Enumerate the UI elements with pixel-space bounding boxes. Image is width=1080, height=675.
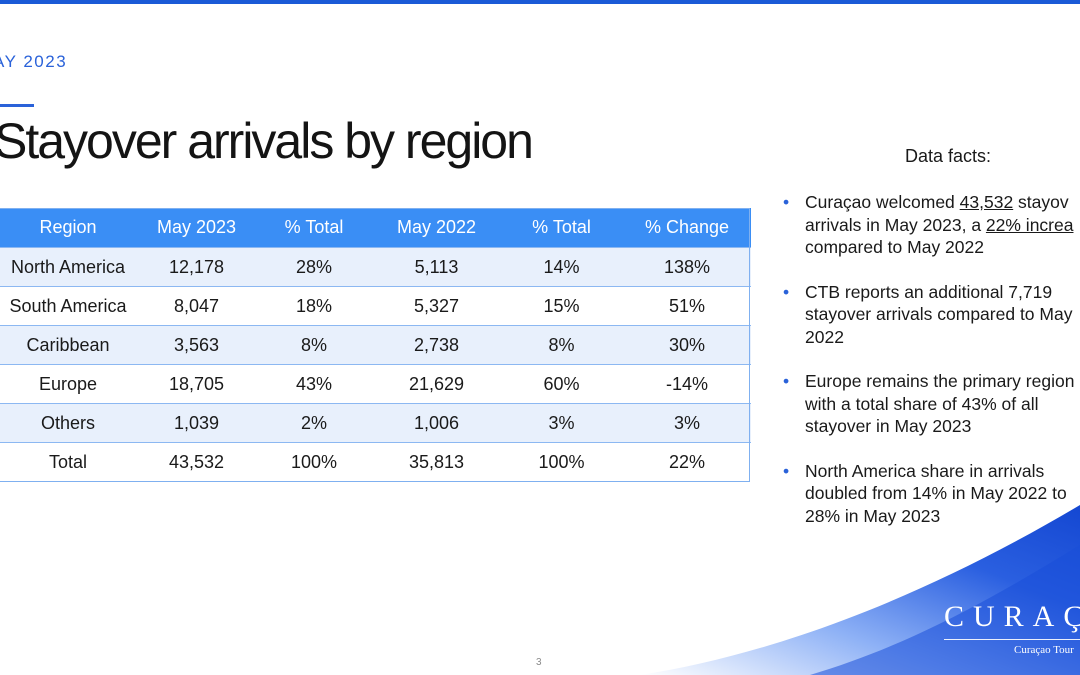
table-cell: 3% (500, 403, 623, 443)
table-cell: 8% (500, 325, 623, 365)
column-header: % Total (500, 208, 623, 248)
table-cell: 51% (623, 286, 751, 326)
table-row: South America 8,047 18% 5,327 15% 51% (0, 286, 751, 326)
fact-text: stayov (1013, 192, 1069, 212)
table-header-row: Region May 2023 % Total May 2022 % Total… (0, 208, 751, 248)
total-cell: 100% (255, 442, 373, 481)
fact-line: stayover arrivals compared to May (805, 304, 1073, 324)
table-cell: 5,113 (373, 247, 500, 287)
top-accent-bar (0, 0, 1080, 4)
corner-swoosh-graphic (640, 505, 1080, 675)
fact-text: arrivals in May 2023, a (805, 214, 986, 235)
fact-line: stayover in May 2023 (805, 416, 972, 436)
table-cell: 18,705 (138, 364, 255, 404)
table-cell: 14% (500, 247, 623, 287)
brand-logo-subtext: Curaçao Tour (1014, 644, 1074, 656)
fact-line: Curaçao welcomed 43,532 stayov (805, 191, 1080, 214)
page-number: 3 (536, 657, 542, 668)
fact-highlight: 22% increa (985, 214, 1074, 235)
fact-line: North America share in arrivals (805, 460, 1045, 481)
table-cell: 8,047 (138, 286, 255, 326)
bullet-icon: • (783, 281, 790, 302)
date-label: AY 2023 (0, 52, 68, 71)
table-cell: 18% (255, 286, 373, 326)
column-header: % Change (623, 208, 751, 248)
fact-text: Curaçao welcomed (805, 192, 960, 212)
facts-list: • Curaçao welcomed 43,532 stayov arrival… (780, 191, 1080, 549)
bullet-icon: • (783, 371, 790, 391)
region-cell: South America (0, 286, 138, 326)
total-label-cell: Total (0, 442, 138, 481)
table-cell: 1,006 (373, 403, 500, 443)
region-cell: Caribbean (0, 325, 138, 365)
table-row: North America 12,178 28% 5,113 14% 138% (0, 247, 751, 287)
table-cell: 5,327 (373, 286, 500, 326)
table-cell: 43% (255, 364, 373, 404)
table-cell: 30% (623, 325, 751, 365)
total-cell: 22% (623, 442, 751, 481)
total-cell: 35,813 (373, 442, 500, 481)
total-cell: 100% (500, 442, 623, 481)
table-cell: 2% (255, 403, 373, 443)
fact-line: Europe remains the primary region (805, 371, 1075, 391)
region-cell: North America (0, 247, 138, 287)
arrivals-table: Region May 2023 % Total May 2022 % Total… (0, 208, 751, 481)
fact-item: • CTB reports an additional 7,719 stayov… (780, 281, 1080, 349)
table-cell: 2,738 (373, 325, 500, 365)
column-header: % Total (255, 208, 373, 248)
page-title: Stayover arrivals by region (0, 113, 534, 169)
table-cell: 60% (500, 364, 623, 404)
table-cell: 8% (255, 325, 373, 365)
fact-line: CTB reports an additional 7,719 (805, 281, 1053, 302)
fact-line: 2022 (805, 326, 844, 347)
table-row: Europe 18,705 43% 21,629 60% -14% (0, 364, 751, 404)
fact-line: compared to May 2022 (805, 237, 984, 257)
total-cell: 43,532 (138, 442, 255, 481)
fact-highlight: 43,532 (959, 192, 1014, 212)
table-cell: 28% (255, 247, 373, 287)
bullet-icon: • (783, 460, 790, 481)
fact-line: with a total share of 43% of all (805, 393, 1039, 414)
table-cell: 1,039 (138, 403, 255, 443)
table-row: Others 1,039 2% 1,006 3% 3% (0, 403, 751, 443)
region-cell: Others (0, 403, 138, 443)
table-cell: 12,178 (138, 247, 255, 287)
fact-item: • Europe remains the primary region with… (780, 370, 1080, 438)
bullet-icon: • (783, 192, 790, 212)
column-header: May 2023 (138, 208, 255, 248)
brand-logo: CURAÇA (944, 600, 1080, 633)
column-header: May 2022 (373, 208, 500, 248)
logo-divider (944, 639, 1080, 640)
total-row: Total 43,532 100% 35,813 100% 22% (0, 442, 751, 481)
table-cell: 3,563 (138, 325, 255, 365)
table-cell: 21,629 (373, 364, 500, 404)
table-cell: -14% (623, 364, 751, 404)
table-row: Caribbean 3,563 8% 2,738 8% 30% (0, 325, 751, 365)
table-cell: 15% (500, 286, 623, 326)
facts-heading: Data facts: (905, 146, 992, 166)
fact-item: • Curaçao welcomed 43,532 stayov arrival… (780, 191, 1080, 259)
table-cell: 138% (623, 247, 751, 287)
fact-line: arrivals in May 2023, a 22% increa (805, 214, 1080, 237)
title-accent-line (0, 104, 34, 107)
column-header: Region (0, 208, 138, 248)
table-cell: 3% (623, 403, 751, 443)
fact-line: doubled from 14% in May 2022 to (805, 483, 1067, 503)
region-cell: Europe (0, 364, 138, 404)
fact-line: 28% in May 2023 (805, 505, 941, 526)
fact-item: • North America share in arrivals double… (780, 460, 1080, 528)
